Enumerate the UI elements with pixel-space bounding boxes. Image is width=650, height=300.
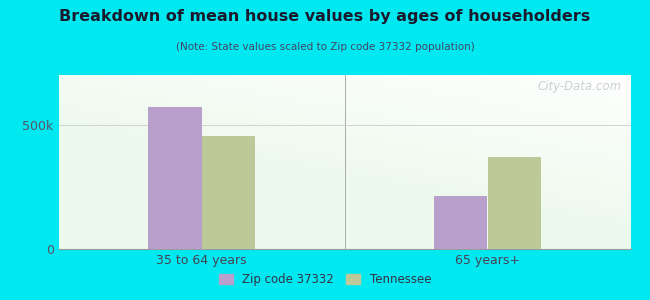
Text: City-Data.com: City-Data.com	[538, 80, 622, 93]
Bar	[488, 157, 541, 249]
Bar	[202, 136, 255, 249]
Text: Breakdown of mean house values by ages of householders: Breakdown of mean house values by ages o…	[59, 9, 591, 24]
Bar	[434, 196, 488, 249]
Legend: Zip code 37332, Tennessee: Zip code 37332, Tennessee	[214, 269, 436, 291]
Text: (Note: State values scaled to Zip code 37332 population): (Note: State values scaled to Zip code 3…	[176, 42, 474, 52]
Bar	[148, 107, 202, 249]
